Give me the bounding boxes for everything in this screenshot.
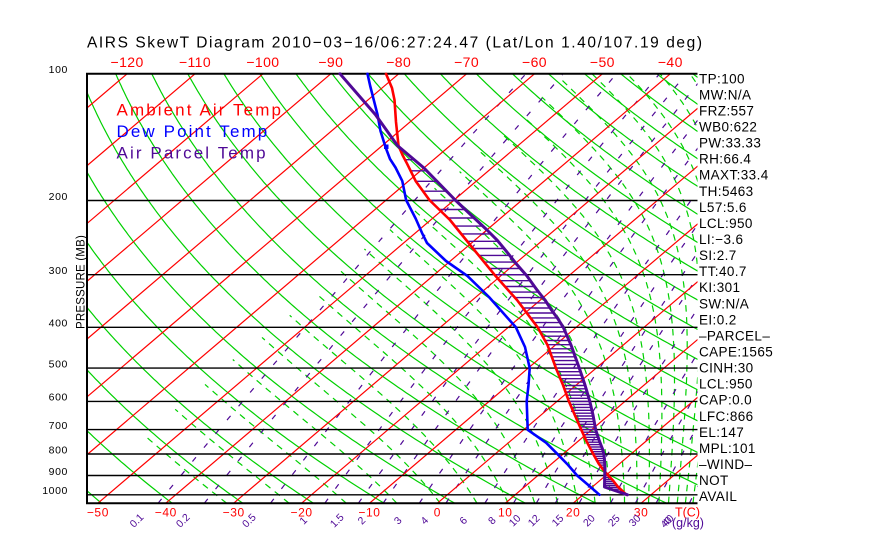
svg-text:700: 700 — [49, 420, 68, 432]
svg-text:0: 0 — [434, 506, 441, 520]
svg-text:KI:301: KI:301 — [699, 280, 740, 295]
svg-text:LCL:950: LCL:950 — [699, 216, 753, 231]
svg-text:LFC:866: LFC:866 — [699, 409, 754, 424]
svg-text:−50: −50 — [87, 506, 109, 520]
svg-text:30: 30 — [634, 506, 649, 520]
svg-text:−10: −10 — [358, 506, 380, 520]
svg-text:300: 300 — [49, 265, 68, 277]
svg-text:−20: −20 — [291, 506, 313, 520]
svg-text:−40: −40 — [155, 506, 177, 520]
svg-text:–PARCEL–: –PARCEL– — [699, 328, 770, 343]
svg-text:−30: −30 — [223, 506, 245, 520]
svg-text:100: 100 — [49, 64, 68, 76]
svg-text:NOT: NOT — [699, 473, 729, 488]
svg-text:Dew Point Temp: Dew Point Temp — [117, 122, 270, 141]
svg-text:L57:5.6: L57:5.6 — [699, 200, 747, 215]
svg-text:TT:40.7: TT:40.7 — [699, 264, 747, 279]
svg-text:CINH:30: CINH:30 — [699, 361, 754, 376]
svg-text:−60: −60 — [522, 54, 547, 70]
svg-text:SW:N/A: SW:N/A — [699, 296, 749, 311]
svg-text:−120: −120 — [111, 54, 144, 70]
svg-text:EI:0.2: EI:0.2 — [699, 312, 737, 327]
svg-text:TH:5463: TH:5463 — [699, 184, 754, 199]
svg-text:−40: −40 — [658, 54, 683, 70]
svg-text:20: 20 — [566, 506, 581, 520]
svg-text:−80: −80 — [386, 54, 411, 70]
svg-text:LCL:950: LCL:950 — [699, 377, 753, 392]
svg-text:CAPE:1565: CAPE:1565 — [699, 345, 773, 360]
svg-text:PW:33.33: PW:33.33 — [699, 136, 761, 151]
svg-text:400: 400 — [49, 318, 68, 330]
svg-text:PRESSURE (MB): PRESSURE (MB) — [76, 235, 88, 329]
svg-text:RH:66.4: RH:66.4 — [699, 152, 751, 167]
svg-text:10: 10 — [498, 506, 513, 520]
svg-text:MW:N/A: MW:N/A — [699, 87, 751, 102]
svg-text:−90: −90 — [318, 54, 343, 70]
svg-text:LI:−3.6: LI:−3.6 — [699, 232, 743, 247]
svg-text:FRZ:557: FRZ:557 — [699, 103, 754, 118]
svg-text:MPL:101: MPL:101 — [699, 441, 756, 456]
svg-text:−70: −70 — [454, 54, 479, 70]
svg-text:MAXT:33.4: MAXT:33.4 — [699, 168, 769, 183]
svg-text:TP:100: TP:100 — [699, 71, 745, 86]
svg-text:500: 500 — [49, 358, 68, 370]
svg-text:−100: −100 — [246, 54, 279, 70]
svg-text:T(C): T(C) — [675, 506, 700, 520]
svg-text:−110: −110 — [179, 54, 211, 70]
svg-text:(g/kg): (g/kg) — [672, 516, 704, 530]
svg-text:EL:147: EL:147 — [699, 425, 744, 440]
svg-text:−50: −50 — [590, 54, 615, 70]
svg-text:1000: 1000 — [42, 485, 68, 497]
svg-text:900: 900 — [49, 466, 68, 478]
svg-text:800: 800 — [49, 444, 68, 456]
svg-text:CAP:0.0: CAP:0.0 — [699, 393, 752, 408]
svg-text:200: 200 — [49, 191, 68, 203]
svg-text:600: 600 — [49, 392, 68, 404]
svg-text:SI:2.7: SI:2.7 — [699, 248, 737, 263]
svg-text:AVAIL: AVAIL — [699, 489, 737, 504]
svg-text:WB0:622: WB0:622 — [699, 120, 757, 135]
svg-text:AIRS SkewT Diagram 2010−03−16/: AIRS SkewT Diagram 2010−03−16/06:27:24.4… — [87, 35, 704, 52]
svg-text:Ambient Air Temp: Ambient Air Temp — [117, 101, 284, 120]
svg-text:Air Parcel Temp: Air Parcel Temp — [117, 144, 268, 163]
svg-text:–WIND–: –WIND– — [699, 457, 752, 472]
